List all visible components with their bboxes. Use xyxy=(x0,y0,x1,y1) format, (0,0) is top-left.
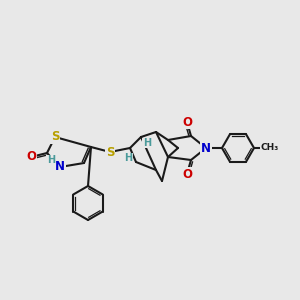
Text: S: S xyxy=(106,146,114,158)
Text: O: O xyxy=(26,151,36,164)
Text: O: O xyxy=(182,167,192,181)
Text: N: N xyxy=(201,142,211,154)
Text: H: H xyxy=(143,138,151,148)
Text: N: N xyxy=(55,160,65,173)
Text: H: H xyxy=(47,155,55,165)
Text: CH₃: CH₃ xyxy=(261,143,279,152)
Text: H: H xyxy=(124,153,132,163)
Text: O: O xyxy=(182,116,192,128)
Text: S: S xyxy=(51,130,59,143)
